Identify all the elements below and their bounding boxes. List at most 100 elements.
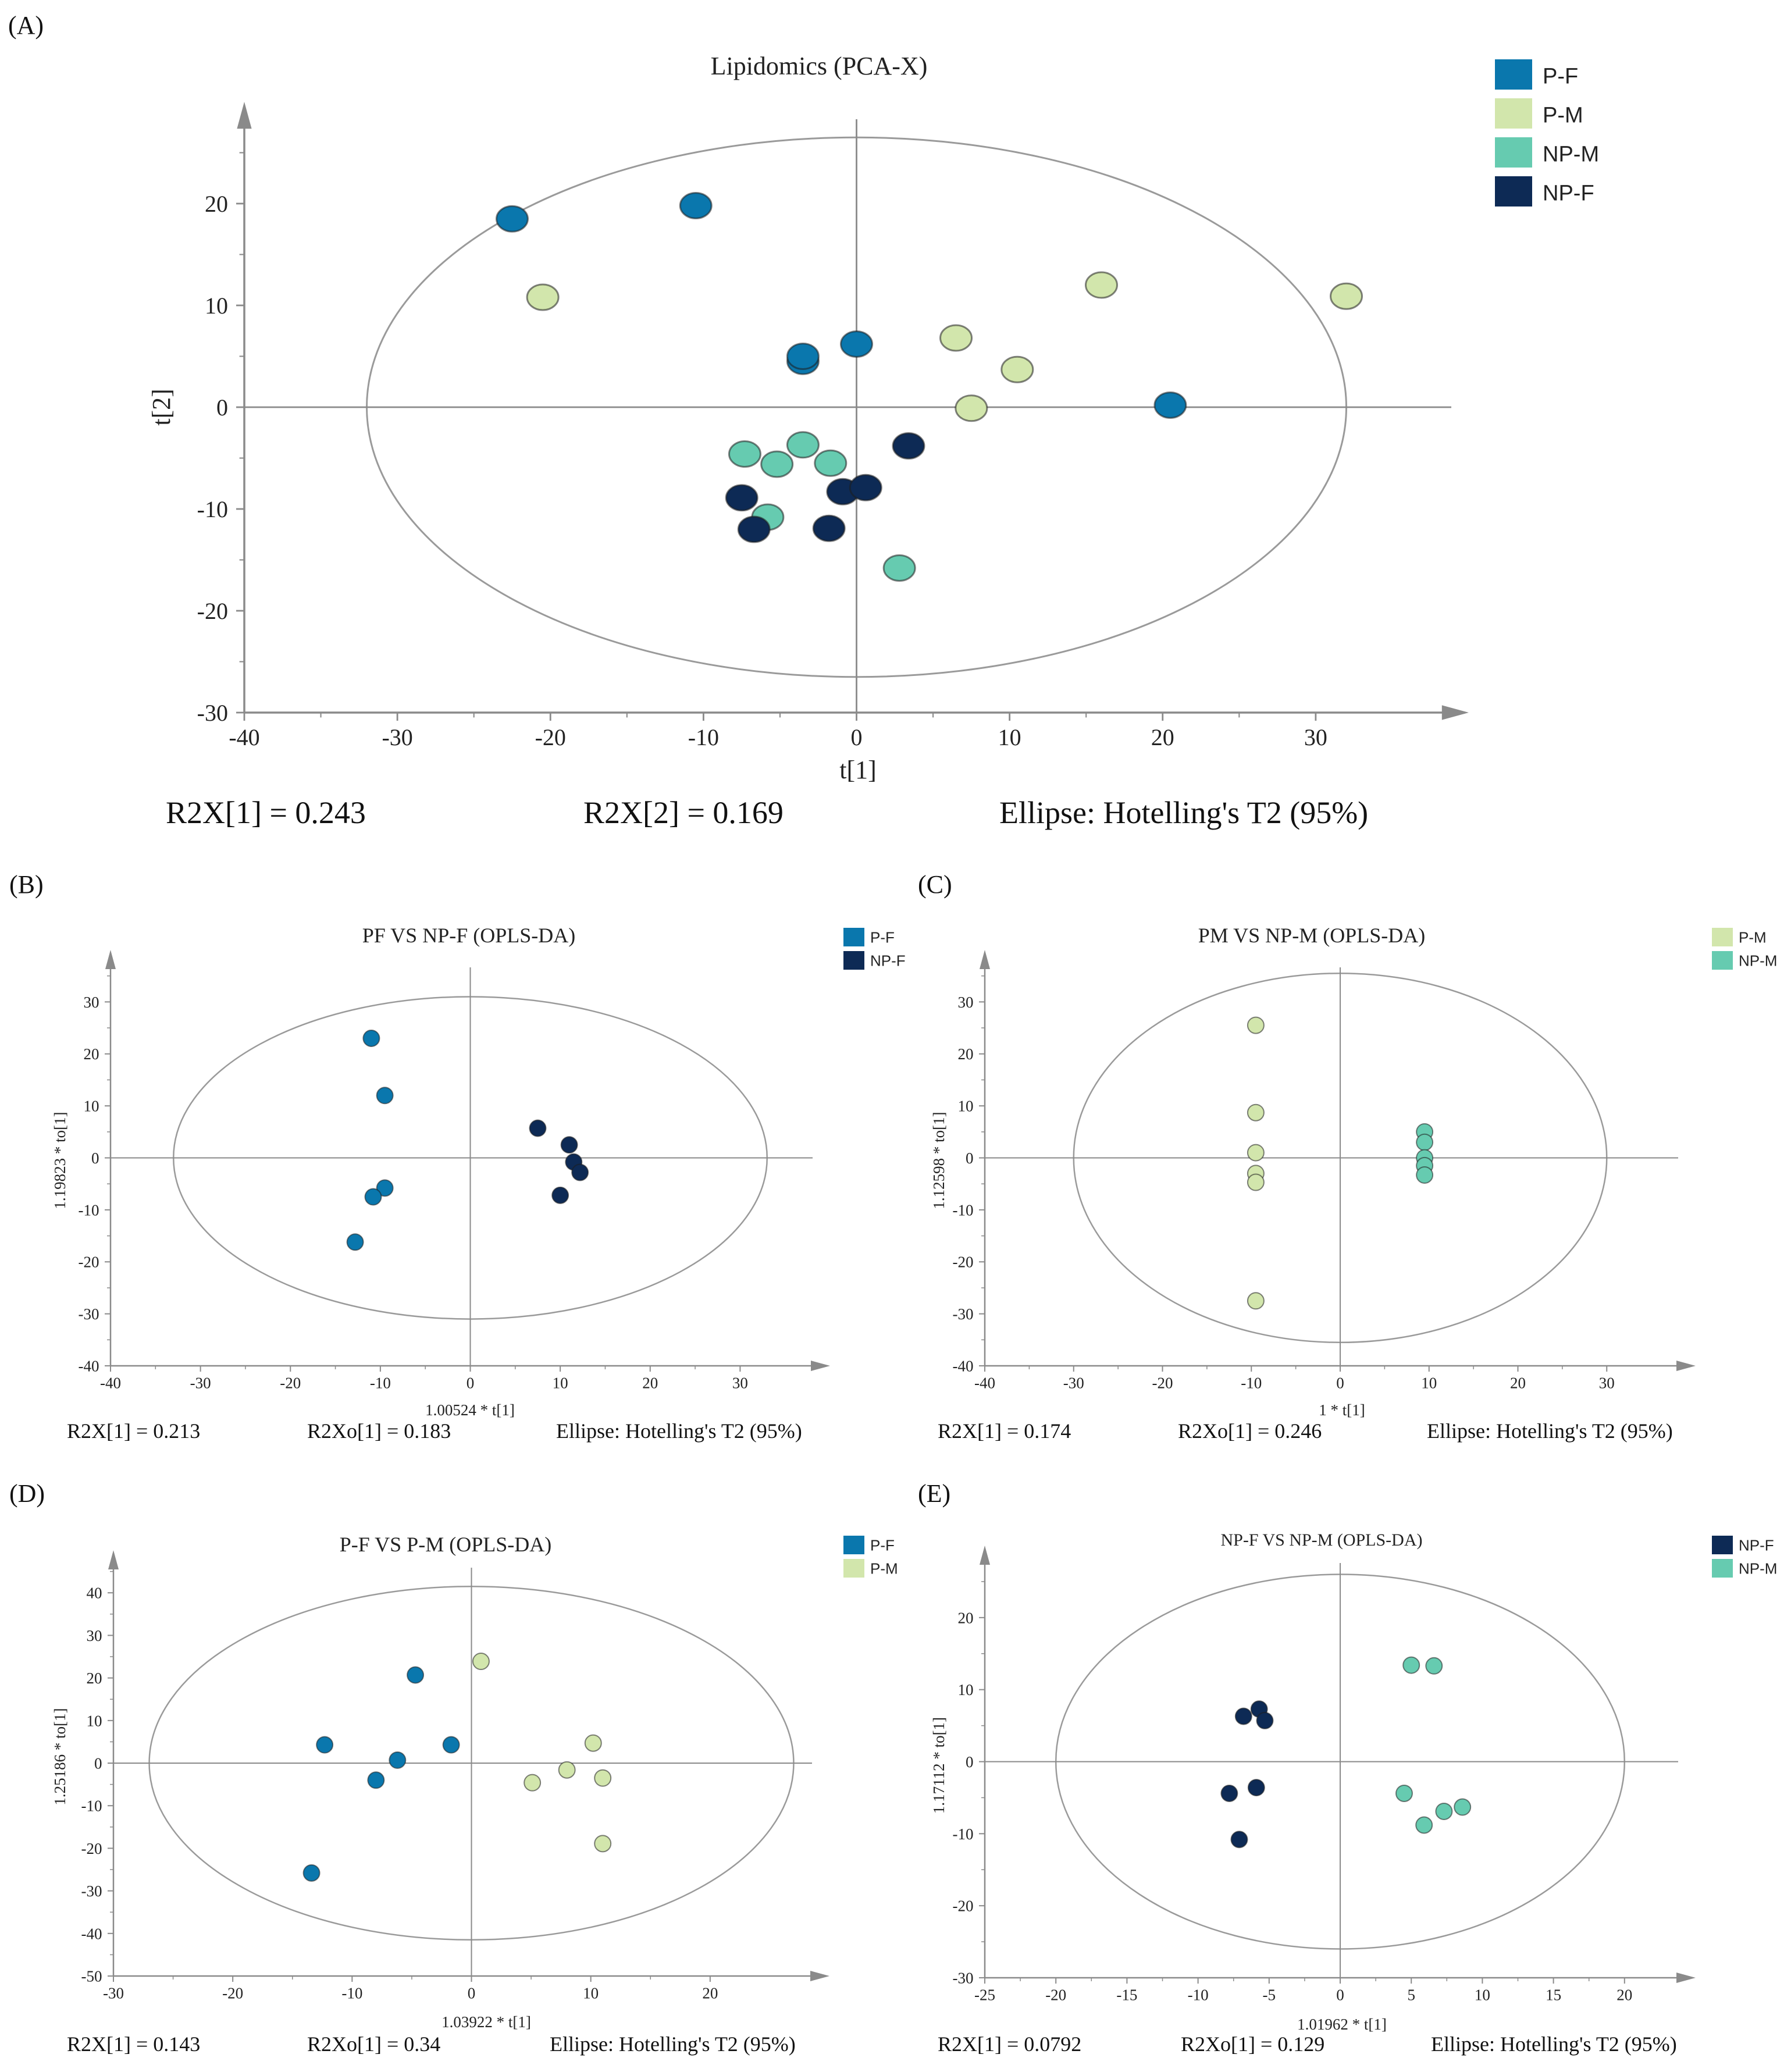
data-point-np-m [1425,1657,1443,1675]
x-tick-label: -20 [280,1374,301,1391]
x-tick-label: -5 [1263,1986,1276,2003]
data-point-p-m [584,1734,602,1752]
footer-stat: Ellipse: Hotelling's T2 (95%) [1431,2032,1677,2056]
y-tick-label: 20 [958,1609,974,1626]
data-point-p-m [1247,1103,1265,1122]
legend-swatch-p-m [1712,928,1733,946]
x-tick-label: 10 [1475,1986,1490,2003]
y-axis-label: 1.25186 * to[1] [51,1708,69,1805]
legend-label-p-f: P-F [1543,65,1578,89]
y-tick-label: 20 [84,1045,99,1063]
legend-swatch-np-m [1712,951,1733,970]
y-tick-label: 20 [958,1045,974,1063]
y-tick-label: 10 [84,1098,99,1115]
series-p-f [302,1666,460,1882]
y-tick-label: -30 [197,700,228,726]
legend: P-F P-M [843,1536,898,1578]
panel-e: (E) NP-F VS NP-M (OPLS-DA) -25 -20 -15 -10 -5 0… [918,1479,1777,2056]
series-np-m [1395,1656,1472,1834]
x-tick-label: -10 [370,1374,391,1391]
legend-swatch-p-m [843,1559,864,1578]
x-tick-label: -20 [222,1984,243,2002]
x-tick-label: 20 [642,1374,658,1391]
data-point-p-m [1247,1173,1265,1191]
x-tick-label: 0 [1336,1986,1344,2003]
y-axis-label: 1.17112 * to[1] [930,1717,948,1814]
x-tick-label: -20 [1152,1374,1173,1391]
legend-label-p-f: P-F [870,929,895,946]
legend-label-np-f: NP-F [870,952,906,970]
panel-label: (E) [918,1479,950,1508]
footer-stat: R2Xo[1] = 0.183 [307,1419,451,1443]
series-np-f [1220,1700,1274,1849]
data-point-p-f [346,1233,364,1251]
legend-swatch-p-f [843,1536,864,1554]
data-point-p-f [367,1771,385,1789]
y-axis-arrow [980,1546,990,1565]
footer-stat: R2X[1] = 0.143 [67,2032,200,2056]
chart-title: PM VS NP-M (OPLS-DA) [1198,924,1425,947]
data-point-np-m [1395,1784,1413,1802]
data-point-p-m [955,394,988,422]
x-axis-label: 1.03922 * t[1] [441,2013,531,2031]
x-tick-label: 20 [1616,1986,1632,2003]
y-tick-label: -40 [953,1357,974,1375]
x-tick-label: 20 [702,1984,718,2002]
x-tick-label: 15 [1546,1986,1561,2003]
data-point-np-f [571,1163,589,1181]
y-axis-label: 1.19823 * to[1] [51,1112,69,1209]
x-tick-label: -30 [382,724,412,750]
legend-swatch-p-f [843,928,864,946]
x-axis-label: 1 * t[1] [1319,1401,1365,1419]
y-tick-label: 40 [87,1585,102,1602]
data-point-p-m [558,1761,576,1779]
data-point-p-f [302,1864,321,1882]
y-tick-label: -10 [81,1797,102,1815]
data-point-p-m [1330,282,1363,310]
data-point-p-f [364,1188,382,1206]
x-tick-label: 10 [1421,1374,1437,1391]
data-point-p-f [786,343,820,370]
x-tick-label: 0 [467,1374,475,1391]
y-tick-label: -50 [81,1967,102,1985]
y-tick-label: -10 [953,1825,974,1843]
data-point-p-f [389,1751,407,1769]
data-point-np-f [1234,1707,1252,1725]
series-p-m [526,271,1363,422]
legend-label-np-f: NP-F [1543,181,1594,206]
y-tick-label: 0 [216,394,228,421]
y-axis-arrow [105,950,116,969]
chart-title: NP-F VS NP-M (OPLS-DA) [1220,1530,1422,1550]
data-point-np-m [1416,1166,1434,1184]
x-axis-label: t[1] [839,756,877,784]
data-point-np-m [1415,1816,1433,1834]
y-tick-label: -30 [81,1882,102,1900]
data-point-p-f [407,1666,425,1684]
data-point-np-f [812,514,846,542]
data-point-np-f [737,515,771,543]
x-tick-label: 0 [851,724,863,750]
data-point-np-f [1247,1779,1265,1797]
data-point-p-m [594,1835,612,1853]
legend-label-p-m: P-M [870,1560,898,1578]
legend-swatch-np-f [1495,176,1532,207]
x-tick-label: -30 [103,1984,124,2002]
x-tick-label: -10 [341,1984,362,2002]
legend: NP-F NP-M [1712,1536,1777,1578]
x-tick-label: -30 [190,1374,211,1391]
data-point-np-m [814,449,848,477]
x-tick-label: 20 [1151,724,1174,750]
data-point-p-f [362,1029,380,1047]
y-tick-label: -10 [953,1201,974,1219]
data-point-p-m [594,1769,612,1787]
data-point-np-f [1220,1784,1238,1802]
footer-stat: Ellipse: Hotelling's T2 (95%) [550,2032,796,2056]
y-tick-label: 0 [966,1753,974,1771]
y-tick-label: 20 [205,191,228,217]
x-tick-label: -20 [535,724,566,750]
y-tick-label: -20 [197,598,228,624]
data-point-p-f [376,1179,394,1197]
x-tick-label: -15 [1116,1986,1137,2003]
panels: (A)Lipidomics (PCA-X)-40 -30 -20 -10 0 10 20 30… [8,11,1777,2056]
